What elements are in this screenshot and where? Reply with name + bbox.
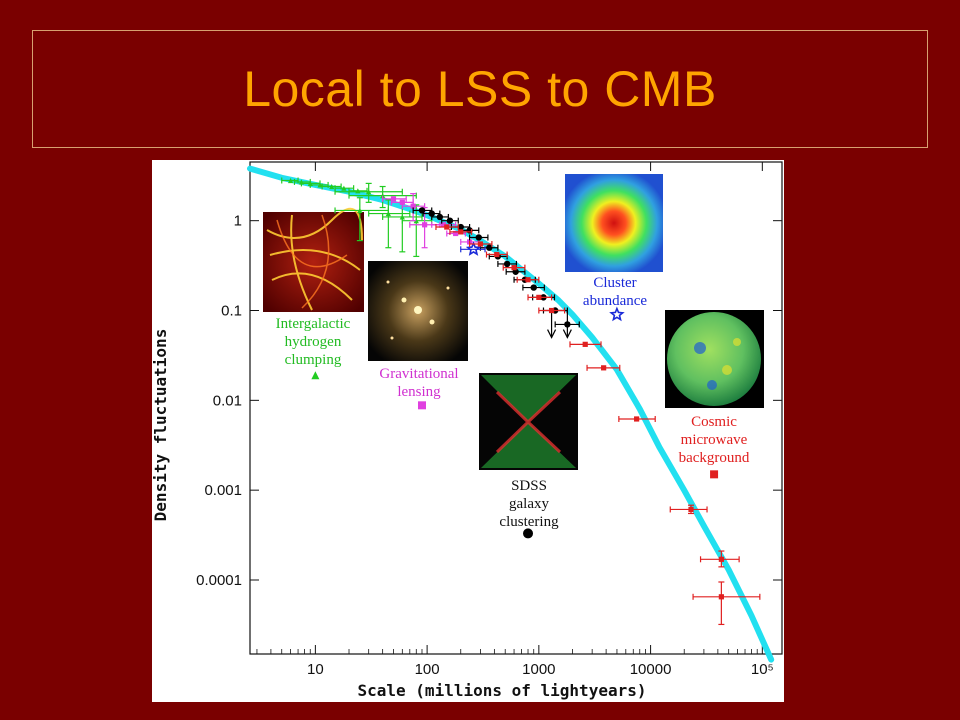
series-cmb [435,224,761,626]
sdss-inset-image [479,373,578,470]
cmb-point-2 [477,241,484,247]
lyman-label-line-2: hydrogen [285,334,342,350]
sdss-point-6 [475,234,482,241]
fit-curve-line [247,165,775,663]
fit-curve-group [247,165,775,663]
cluster-inset-image [565,174,663,272]
cmb-point-12 [718,556,724,562]
series-cluster [460,241,486,256]
sdss-legend-marker [523,528,534,539]
sdss-label-line-1: SDSS [511,478,547,494]
y-axis-label: Density fluctuations [152,329,170,522]
cluster-point-0 [465,241,482,256]
x-tick-label-3: 10000 [630,661,672,678]
title-box: Local to LSS to CMB [32,30,928,148]
lyman-alpha-point-7 [366,189,372,195]
sdss-label-line-3: clustering [499,514,559,530]
sdss-upper-limit-arrow-1 [562,329,572,339]
lyman-alpha-legend-marker [311,371,320,380]
x-tick-label-2: 1000 [522,661,555,678]
lensing-point-2 [410,203,416,209]
lensing-point-5 [453,230,459,237]
plot-frame [249,161,783,655]
cmb-point-4 [511,265,517,271]
cmb-point-0 [444,224,450,230]
sdss-point-1 [428,210,435,217]
chart-figure: Intergalactic hydrogen clumping Gravitat… [152,160,784,702]
lensing-legend-marker [417,401,426,410]
lensing-point-4 [440,222,447,228]
cmb-point-1 [458,229,464,235]
data-points [281,177,761,626]
inset-labels: Intergalactic hydrogen clumping Gravitat… [276,275,750,530]
cluster-legend-marker [609,306,625,322]
cluster-label-line-1: Cluster [593,275,636,291]
cmb-point-5 [525,277,531,283]
axes: 10 100 1000 10000 10⁵ 1 0.1 0.01 0.001 0.0001 [196,162,782,678]
legend-markers [311,306,719,539]
plot-area [249,161,783,655]
y-tick-label-2: 0.01 [213,392,242,409]
cmb-point-3 [494,251,500,258]
cmb-legend-marker [710,470,719,479]
lyman-alpha-point-4 [329,183,335,190]
lyman-alpha-point-12 [413,218,419,224]
lyman-alpha-point-10 [385,210,391,217]
chart-svg: Intergalactic hydrogen clumping Gravitat… [152,161,783,700]
y-tick-label-3: 0.001 [204,482,242,499]
cmb-label-line-3: background [679,450,750,466]
lensing-label-line-1: Gravitational [379,366,458,382]
inset-images [263,174,764,470]
cmb-point-7 [548,307,555,314]
lensing-label-line-2: lensing [397,384,441,400]
lyman-label-line-1: Intergalactic [276,316,351,332]
x-axis-label: Scale (millions of lightyears) [358,681,647,700]
lyman-alpha-point-11 [399,214,405,220]
cmb-point-6 [536,294,542,300]
y-tick-label-1: 0.1 [221,303,242,320]
sdss-label-line-2: galaxy [509,496,549,512]
cmb-label-line-1: Cosmic [691,414,737,430]
x-tick-label-1: 100 [415,661,440,678]
sdss-point-9 [503,260,511,268]
slide-title: Local to LSS to CMB [243,61,717,117]
x-tick-label-0: 10 [307,661,324,678]
sdss-point-4 [457,223,464,231]
x-tick-label-4: 10⁵ [751,661,774,678]
cmb-inset-image [665,310,764,408]
y-tick-label-0: 1 [234,213,242,230]
sdss-point-12 [530,284,537,291]
lyman-alpha-point-3 [317,182,323,188]
lyman-alpha-point-0 [287,177,294,184]
sdss-upper-limit-arrow-0 [547,329,557,339]
lensing-point-0 [390,196,397,202]
cmb-point-9 [601,365,607,371]
lyman-alpha-point-5 [341,185,347,191]
sdss-point-7 [486,244,493,251]
sdss-point-0 [418,207,426,214]
cluster-label-line-2: abundance [583,293,647,309]
cmb-point-10 [634,416,640,422]
lyman-inset-image [263,207,364,312]
lyman-alpha-point-9 [357,207,363,214]
cmb-point-11 [688,506,694,513]
cmb-point-8 [582,341,588,347]
lyman-label-line-3: clumping [285,352,342,368]
cmb-label-line-2: microwave [681,432,748,448]
cmb-point-13 [718,594,724,600]
lyman-alpha-point-8 [380,193,386,199]
sdss-point-3 [446,217,454,224]
lensing-inset-image [368,261,468,361]
y-tick-label-4: 0.0001 [196,572,242,589]
lensing-point-3 [422,222,428,228]
lensing-point-1 [399,199,405,205]
